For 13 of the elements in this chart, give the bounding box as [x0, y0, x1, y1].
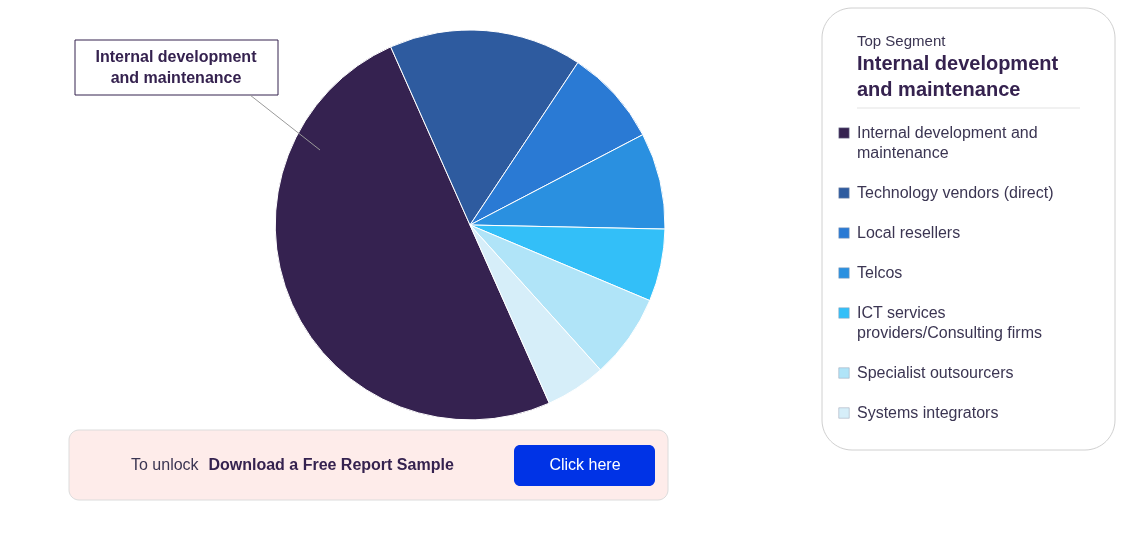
legend-label: Internal development and maintenance — [857, 124, 1038, 161]
legend-label: Telcos — [857, 264, 903, 281]
text: Internal development and maintenance — [95, 47, 258, 86]
legend-label: Local resellers — [857, 224, 961, 241]
legend-label: Systems integrators — [857, 404, 999, 421]
legend-title: Top Segment — [857, 32, 947, 49]
text: To unlock — [131, 456, 200, 473]
legend-label: Specialist outsourcers — [857, 364, 1014, 381]
text: Internal development and maintenance — [857, 52, 1059, 100]
legend-label: Technology vendors (direct) — [857, 184, 1054, 201]
text: Download a Free Report Sample — [208, 456, 454, 473]
legend-label: ICT services providers/Consulting firms — [857, 304, 1042, 341]
text: Click here — [549, 456, 621, 473]
